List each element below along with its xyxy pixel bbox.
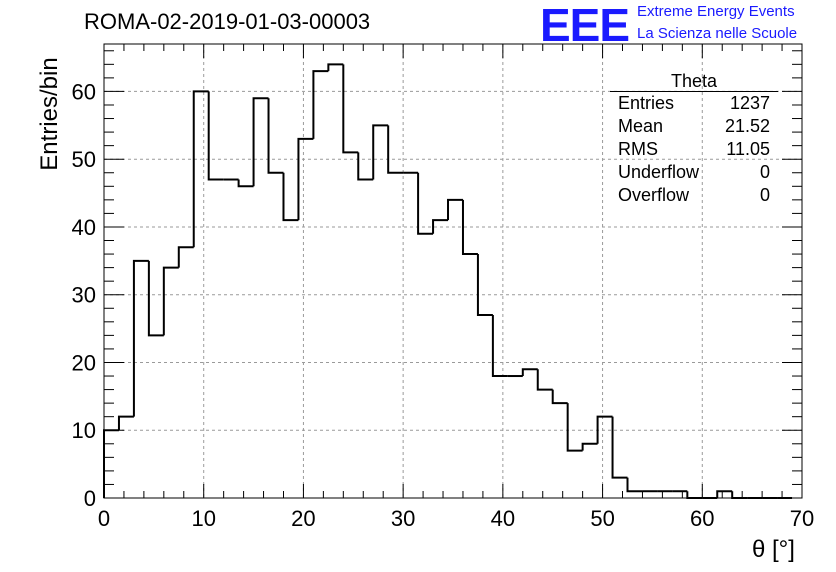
histogram-bin (297, 137, 314, 221)
histogram-bin (282, 172, 299, 222)
eee-logo: EEE (540, 0, 630, 51)
histogram-bin (237, 179, 254, 188)
histogram-bin (162, 266, 179, 336)
chart-title: ROMA-02-2019-01-03-00003 (84, 9, 371, 34)
y-tick-label: 60 (72, 79, 96, 104)
histogram-bin (327, 63, 344, 72)
x-axis-label: θ [°] (752, 536, 795, 563)
histogram-bars (103, 63, 793, 499)
stats-row: Entries 1237 (610, 92, 778, 115)
histogram-bin (432, 219, 449, 234)
histogram-bin (686, 491, 703, 499)
histogram-bin (387, 125, 404, 174)
histogram-bin (117, 415, 134, 431)
x-tick-label: 70 (790, 506, 814, 531)
histogram-bin (447, 198, 463, 221)
y-tick-label: 50 (72, 147, 96, 172)
histogram-bin (476, 254, 493, 317)
stats-label: Underflow (618, 162, 700, 182)
y-tick-label: 40 (72, 215, 96, 240)
histogram-bin (132, 259, 149, 417)
histogram-bin (536, 369, 553, 391)
y-tick-label: 0 (84, 486, 96, 511)
x-tick-label: 50 (590, 506, 614, 531)
histogram-bin (207, 91, 224, 181)
x-tick-label: 60 (690, 506, 714, 531)
histogram-bin (267, 98, 284, 174)
histogram-bin (342, 64, 359, 154)
histogram-bin (461, 199, 478, 256)
stats-row: Underflow 0 (610, 161, 778, 184)
logo-caption-1: Extreme Energy Events (637, 3, 795, 20)
stats-row: Mean 21.52 (610, 115, 778, 138)
histogram-bin (551, 389, 568, 405)
histogram-bin (626, 477, 643, 493)
tick-labels: 0 10 20 30 40 50 60 70 0 10 20 30 40 50 60 (72, 79, 815, 531)
stats-value: 0 (759, 185, 770, 205)
histogram-bin (417, 172, 434, 235)
x-tick-label: 0 (98, 506, 110, 531)
stats-label: Entries (618, 93, 675, 113)
histogram-bin (372, 124, 389, 180)
stats-label: Mean (618, 116, 664, 136)
histogram-bin (581, 442, 598, 451)
y-tick-label: 30 (72, 283, 96, 308)
stats-row: RMS 11.05 (610, 138, 778, 161)
stats-value: 21.52 (724, 116, 770, 136)
stats-label: Overflow (618, 185, 690, 205)
logo-caption-2: La Scienza nelle Scuole (637, 25, 798, 42)
histogram-bin (566, 403, 583, 452)
stats-row: Overflow 0 (610, 184, 778, 207)
histogram-bin (491, 315, 508, 378)
stats-value: 11.05 (726, 139, 770, 159)
x-tick-label: 40 (491, 506, 515, 531)
histogram-bin (611, 416, 628, 479)
histogram-bin (177, 246, 194, 268)
y-tick-label: 20 (72, 350, 96, 375)
histogram-bin (596, 415, 613, 444)
histogram-bin (252, 97, 269, 187)
stats-value: 0 (759, 162, 770, 182)
y-axis-label: Entries/bin (36, 57, 63, 171)
grid-lines (104, 44, 802, 498)
x-tick-label: 20 (291, 506, 315, 531)
stats-value: 1237 (729, 93, 770, 113)
histogram-bin (103, 429, 119, 498)
histogram-bin (192, 90, 209, 248)
histogram-bin (521, 368, 538, 377)
histogram-bin (312, 70, 329, 139)
y-tick-label: 10 (72, 418, 96, 443)
axis-ticks (103, 44, 803, 499)
histogram-bin (357, 152, 374, 181)
histogram-bin (147, 260, 164, 337)
histogram-bin (716, 490, 733, 498)
histogram-bin (731, 491, 748, 499)
x-tick-label: 30 (391, 506, 415, 531)
plot-frame (103, 43, 803, 499)
stats-title: Theta (610, 72, 778, 92)
stats-label: RMS (618, 139, 658, 159)
stats-box: Theta Entries 1237 Mean 21.52 RMS 11.05 Und… (610, 72, 778, 207)
x-tick-label: 10 (191, 506, 215, 531)
